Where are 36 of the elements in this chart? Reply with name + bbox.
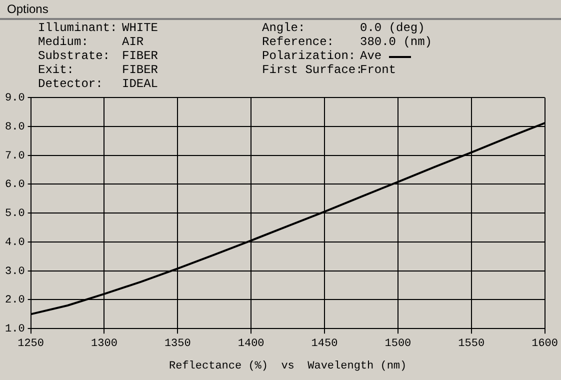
y-tick-label: 2.0 xyxy=(4,294,25,307)
text: AIR xyxy=(122,35,145,49)
x-axis-title: Reflectance (%) vs Wavelength (nm) xyxy=(168,360,407,372)
y-tick-label: 1.0 xyxy=(4,324,25,336)
x-tick-label: 1300 xyxy=(91,338,118,350)
x-tick-label: 1450 xyxy=(311,338,338,350)
text: WHITE xyxy=(122,21,160,35)
y-tick-label: 6.0 xyxy=(4,179,25,192)
text: FIBER xyxy=(122,49,160,63)
x-tick-label: 1350 xyxy=(164,338,191,350)
text: Angle: xyxy=(262,21,306,35)
x-tick-label: 1600 xyxy=(532,338,558,350)
text: Front xyxy=(360,63,398,77)
x-tick-label: 1400 xyxy=(238,338,264,350)
text: FIBER xyxy=(122,63,160,77)
text: 0.0 (deg) xyxy=(360,21,426,35)
y-tick-label: 7.0 xyxy=(4,150,25,162)
x-tick-label: 1500 xyxy=(384,338,412,350)
y-tick-label: 5.0 xyxy=(4,208,25,220)
text: Substrate: xyxy=(38,49,112,63)
text: Illuminant: xyxy=(38,21,118,35)
x-tick-label: 1250 xyxy=(18,338,44,350)
text: IDEAL xyxy=(122,77,160,91)
text: Reference: xyxy=(262,35,336,49)
text: Medium: xyxy=(38,35,90,49)
y-tick-label: 8.0 xyxy=(4,121,25,134)
y-tick-label: 9.0 xyxy=(4,92,25,105)
text: Detector: xyxy=(38,77,104,91)
x-tick-label: 1550 xyxy=(458,338,485,350)
text: Options xyxy=(7,2,48,16)
legend-title: Polarization: xyxy=(262,49,357,63)
y-tick-label: 3.0 xyxy=(4,266,25,278)
text: 380.0 (nm) xyxy=(360,35,434,49)
y-tick-label: 4.0 xyxy=(4,236,25,249)
text: Exit: xyxy=(38,63,76,77)
legend-label: Ave xyxy=(360,49,383,63)
